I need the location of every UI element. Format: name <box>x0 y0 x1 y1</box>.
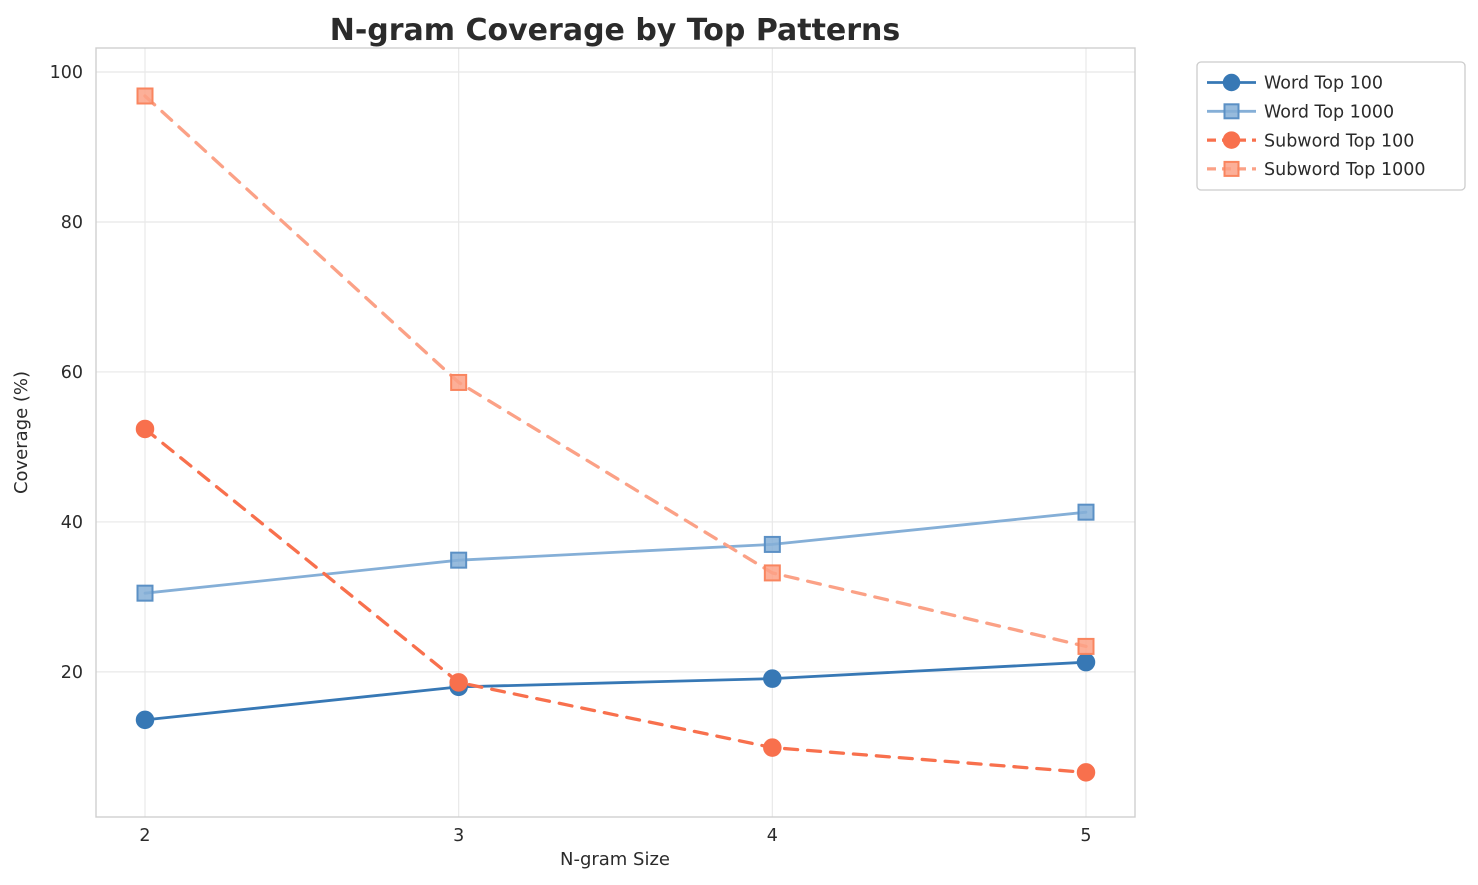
x-axis-label: N-gram Size <box>560 849 670 870</box>
grid-layer <box>96 48 1135 817</box>
data-point-marker <box>763 564 781 582</box>
x-tick-label: 5 <box>1080 826 1091 846</box>
legend-item-label: Word Top 100 <box>1264 74 1383 94</box>
series-line <box>143 427 1088 775</box>
data-point-marker <box>135 710 155 730</box>
legend-box <box>1196 61 1466 191</box>
y-tick-label: 60 <box>61 363 83 383</box>
data-point-marker <box>763 738 782 757</box>
series-subword-top-100 <box>135 419 1096 782</box>
data-point-marker <box>1223 160 1240 177</box>
y-tick-label: 80 <box>61 213 83 233</box>
y-tick-label: 40 <box>61 513 83 533</box>
data-point-marker <box>1076 652 1096 672</box>
series-layer <box>135 87 1096 782</box>
data-point-marker <box>1223 103 1240 120</box>
y-axis-label: Coverage (%) <box>11 371 32 494</box>
data-point-marker <box>763 535 781 553</box>
data-point-marker <box>1076 763 1096 782</box>
legend-item: Subword Top 100 <box>1207 131 1414 151</box>
legend-item: Subword Top 1000 <box>1207 160 1426 180</box>
data-point-marker <box>1222 73 1241 92</box>
legend-item-label: Subword Top 1000 <box>1264 160 1426 180</box>
legend-item-label: Subword Top 100 <box>1264 131 1414 151</box>
series-subword-top-1000 <box>136 87 1095 655</box>
series-line <box>143 510 1088 595</box>
legend-item: Word Top 1000 <box>1207 103 1394 123</box>
data-point-marker <box>1077 637 1095 655</box>
chart-title: N-gram Coverage by Top Patterns <box>330 13 901 48</box>
series-word-top-1000 <box>136 503 1095 602</box>
y-tick-label: 20 <box>61 663 83 683</box>
data-point-marker <box>449 673 468 692</box>
data-point-marker <box>450 551 468 569</box>
plot-border-rect <box>95 47 1136 818</box>
series-line <box>143 660 1088 722</box>
series-word-top-100 <box>135 652 1096 730</box>
plot-border <box>95 47 1136 818</box>
x-tick-label: 2 <box>139 826 150 846</box>
data-point-marker <box>450 373 468 391</box>
data-point-marker <box>136 584 154 602</box>
x-tick-label: 4 <box>767 826 778 846</box>
data-point-marker <box>1077 503 1095 521</box>
data-point-marker <box>1222 131 1241 149</box>
data-point-marker <box>763 669 782 688</box>
legend-item: Word Top 100 <box>1207 74 1383 94</box>
tick-layer: 20 40 60 80 100 2 3 4 5 <box>50 63 1092 846</box>
y-tick-label: 100 <box>50 63 83 83</box>
series-line <box>143 94 1088 649</box>
data-point-marker <box>136 87 154 105</box>
data-point-marker <box>135 419 155 439</box>
x-tick-label: 3 <box>453 826 464 846</box>
legend: Word Top 100 Word Top 1000 Subword Top 100… <box>1196 61 1466 191</box>
legend-item-label: Word Top 1000 <box>1264 103 1394 123</box>
